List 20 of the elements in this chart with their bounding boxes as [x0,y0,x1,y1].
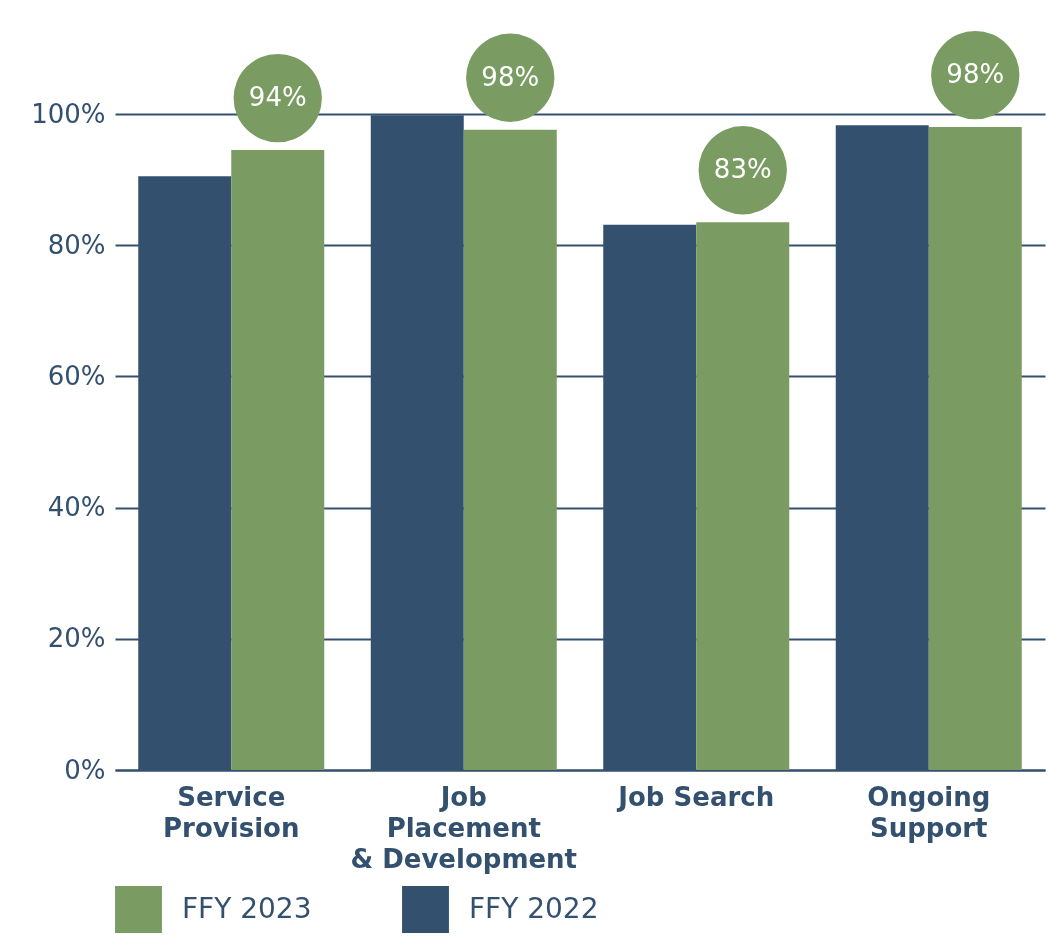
bar [928,127,1022,770]
legend-label: FFY 2023 [182,891,312,925]
bar [231,150,325,770]
data-label: 83% [713,154,772,185]
y-tick-label: 20% [47,623,106,654]
bar [463,129,557,770]
data-label: 98% [481,61,540,92]
y-tick-label: 80% [47,229,106,260]
legend-label: FFY 2022 [469,891,599,925]
x-tick-label: Job Placement & Development [350,781,578,874]
y-tick-label: 0% [64,754,106,785]
data-label: 98% [946,59,1005,90]
data-label: 94% [248,82,307,113]
y-tick-label: 60% [47,360,106,391]
x-tick-label: Job Search [616,781,775,812]
y-tick-label: 100% [31,98,106,129]
bar [696,222,790,770]
x-tick-label: Service Provision [163,781,300,843]
x-tick-label: Ongoing Support [867,781,991,843]
y-tick-label: 40% [47,492,106,523]
